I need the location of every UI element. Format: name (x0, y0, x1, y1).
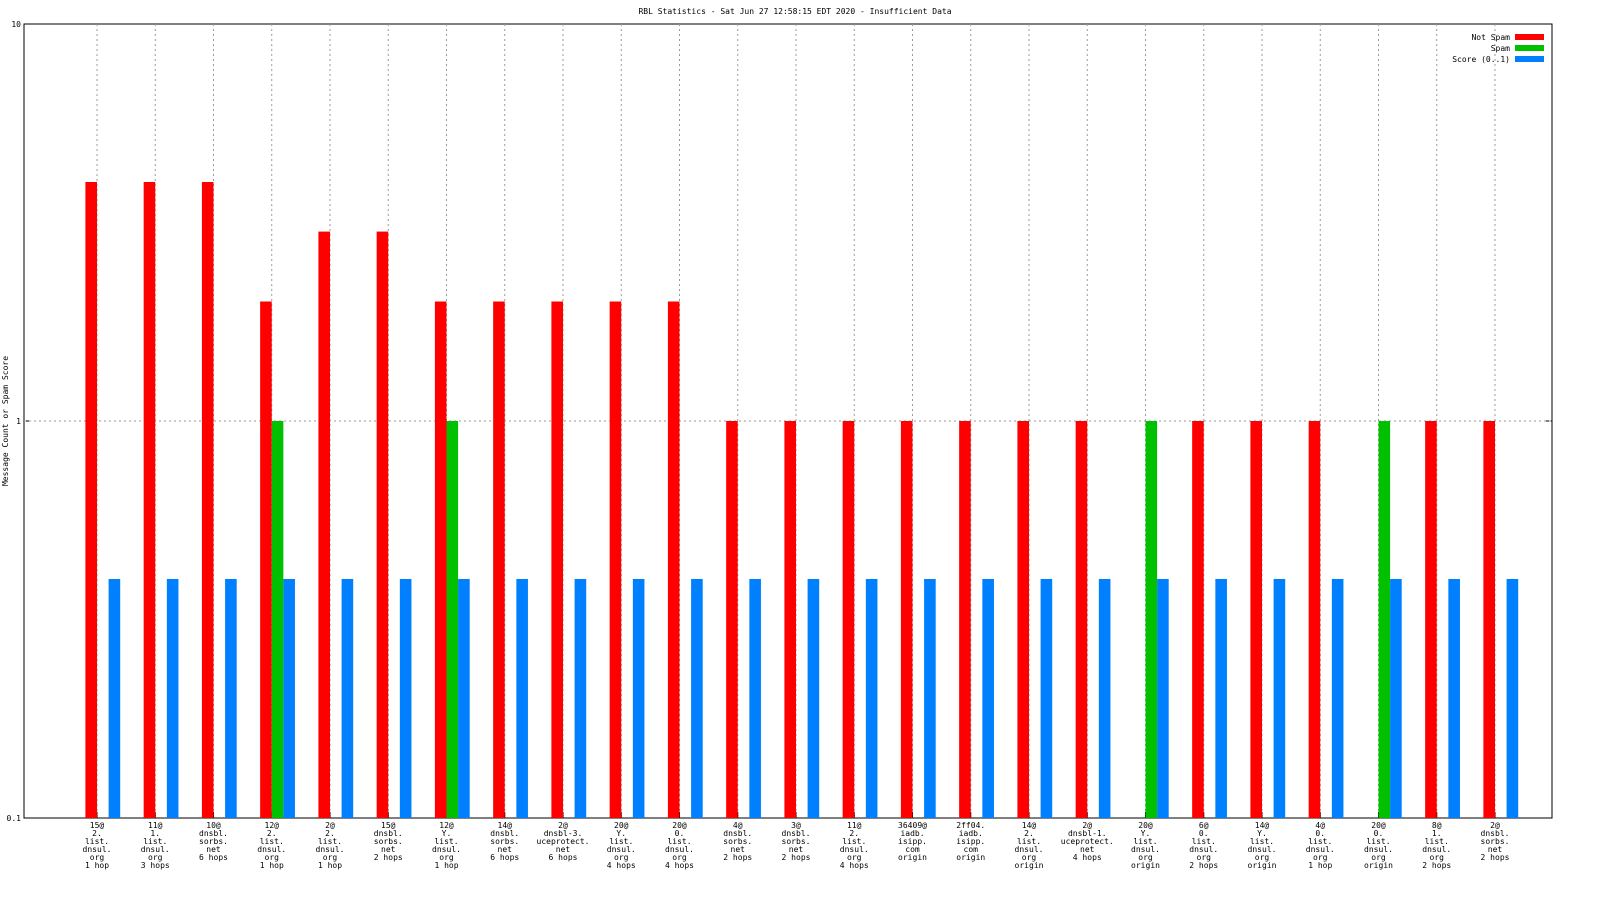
x-tick-label: 2@ dnsbl. sorbs. net 2 hops (1481, 821, 1510, 862)
legend-label: Not Spam (1471, 33, 1510, 42)
x-tick-label: 20@ 0. list. dnsul. org origin (1364, 821, 1393, 870)
bar (271, 421, 284, 818)
x-tick-label: 36409@ iadb. isipp. com origin (898, 821, 927, 862)
bar (1075, 421, 1088, 818)
bar (726, 421, 738, 818)
bar (551, 301, 563, 818)
bar (807, 578, 820, 818)
x-tick-label: 4@ dnsbl. sorbs. net 2 hops (723, 821, 752, 862)
x-tick-label: 14@ Y. list. dnsul. org origin (1248, 821, 1277, 870)
bar (1448, 578, 1460, 818)
x-tick-label: 2ff04. iadb. isipp. com origin (956, 821, 985, 862)
bar (749, 578, 761, 818)
x-tick-label: 20@ Y. list. dnsul. org origin (1131, 821, 1160, 870)
bar (458, 578, 470, 818)
x-tick-label: 2@ dnsbl-3. uceprotect. net 6 hops (537, 821, 590, 862)
x-tick-label: 11@ 2. list. dnsul. org 4 hops (840, 821, 869, 870)
y-axis-label: Message Count or Spam Score (1, 356, 10, 486)
bar (609, 301, 622, 818)
bar (982, 578, 994, 818)
bar (108, 578, 121, 818)
bar (166, 578, 179, 818)
bar (1506, 578, 1519, 818)
x-tick-label: 10@ dnsbl. sorbs. net 6 hops (199, 821, 228, 862)
bar (1425, 421, 1437, 818)
bar (493, 301, 505, 818)
x-tick-label: 3@ dnsbl. sorbs. net 2 hops (782, 821, 811, 862)
legend-swatch (1515, 34, 1544, 40)
bar (1250, 421, 1262, 818)
bar (632, 578, 645, 818)
x-tick-label: 15@ dnsbl. sorbs. net 2 hops (374, 821, 403, 862)
bar (318, 231, 330, 818)
bar (900, 421, 913, 818)
bar (667, 301, 680, 818)
bar (516, 578, 528, 818)
x-tick-label: 12@ Y. list. dnsul. org 1 hop (432, 821, 461, 870)
bar (1483, 421, 1495, 818)
bar (341, 578, 354, 818)
bar (283, 578, 295, 818)
bar (85, 181, 97, 818)
x-tick-label: 2@ 2. list. dnsul. org 1 hop (316, 821, 345, 870)
bar (1098, 578, 1111, 818)
bar (1157, 578, 1169, 818)
x-tick-label: 4@ 0. list. dnsul. org 1 hop (1306, 821, 1335, 870)
bar (865, 578, 878, 818)
legend-label: Score (0..1) (1452, 55, 1510, 64)
legend-swatch (1515, 56, 1544, 62)
bar (260, 301, 272, 818)
x-tick-label: 14@ dnsbl. sorbs. net 6 hops (490, 821, 519, 862)
bar (1040, 578, 1053, 818)
bar (201, 181, 214, 818)
bar (924, 578, 936, 818)
bar (1192, 421, 1204, 818)
bar (446, 421, 459, 818)
bar (225, 578, 237, 818)
x-tick-label: 6@ 0. list. dnsul. org 2 hops (1189, 821, 1218, 870)
bar (842, 421, 855, 818)
x-tick-label: 12@ 2. list. dnsul. org 1 hop (257, 821, 286, 870)
x-tick-label: 20@ Y. list. dnsul. org 4 hops (607, 821, 636, 870)
bar (1308, 421, 1321, 818)
x-tick-label: 15@ 2. list. dnsul. org 1 hop (83, 821, 112, 870)
bar (143, 181, 156, 818)
legend-swatch (1515, 45, 1544, 51)
bar (376, 231, 389, 818)
bar (959, 421, 971, 818)
bar (1378, 421, 1391, 818)
x-tick-label: 2@ dnsbl-1. uceprotect. net 4 hops (1061, 821, 1114, 862)
bar (1331, 578, 1344, 818)
x-tick-label: 20@ 0. list. dnsul. org 4 hops (665, 821, 694, 870)
bar (1273, 578, 1286, 818)
bar (399, 578, 412, 818)
bar (784, 421, 796, 818)
x-tick-label: 11@ 1. list. dnsul. org 3 hops (141, 821, 170, 870)
bar (1390, 578, 1402, 818)
y-tick-label: 10 (11, 20, 21, 29)
chart-title: RBL Statistics - Sat Jun 27 12:58:15 EDT… (638, 7, 951, 16)
bar (691, 578, 703, 818)
y-tick-label: 0.1 (7, 814, 22, 823)
x-tick-label: 14@ 2. list. dnsul. org origin (1015, 821, 1044, 870)
bar (1017, 421, 1029, 818)
legend-label: Spam (1491, 44, 1510, 53)
bar (434, 301, 447, 818)
y-tick-label: 1 (16, 417, 21, 426)
bar (1145, 421, 1158, 818)
bar (574, 578, 587, 818)
bar (1215, 578, 1227, 818)
x-tick-label: 8@ 1. list. dnsul. org 2 hops (1422, 821, 1451, 870)
